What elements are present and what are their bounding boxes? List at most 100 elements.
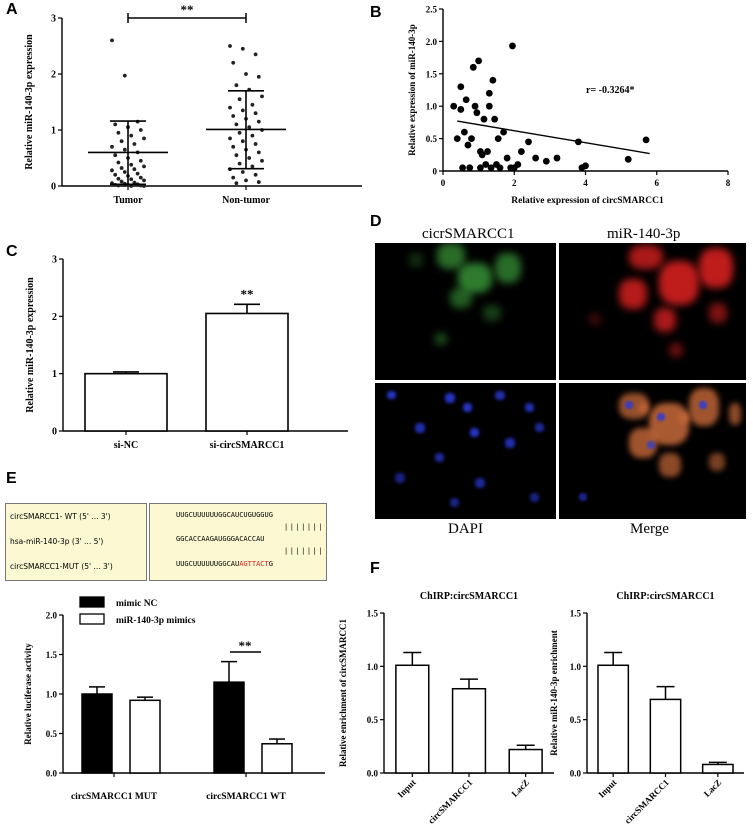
micro-label-circsmarcc1: cicrSMARCC1: [422, 226, 515, 242]
data-point: [119, 179, 124, 184]
data-point: [119, 139, 124, 144]
fluorescent-cell: [415, 423, 425, 433]
data-point: [122, 170, 127, 174]
data-point: [532, 154, 540, 162]
panel-label-c: C: [6, 243, 18, 260]
x-tick-label: 2: [512, 178, 517, 188]
data-point: [237, 130, 242, 135]
data-point: [240, 46, 245, 51]
data-point: [457, 106, 465, 113]
bar: [649, 698, 682, 774]
data-point: [240, 108, 245, 113]
data-point: [113, 122, 118, 127]
y-tick-label: 0.0: [46, 769, 58, 779]
data-point: [116, 176, 121, 181]
y-tick-label: 0.5: [426, 134, 438, 144]
y-tick-label: 2: [51, 70, 56, 81]
data-point: [228, 105, 232, 110]
fluorescent-cell: [475, 478, 485, 488]
y-axis-label: Relative miR-140-3p expression: [24, 34, 35, 170]
seq-mut-suffix: G: [268, 560, 273, 568]
data-point: [624, 155, 632, 163]
data-point: [256, 180, 261, 184]
data-point: [473, 109, 481, 117]
data-point: [244, 72, 248, 76]
data-point: [460, 128, 468, 136]
fluorescent-cell: [709, 303, 727, 323]
fluorescent-cell: [525, 403, 534, 412]
data-point: [234, 122, 239, 127]
fluorescent-cell: [387, 391, 396, 399]
data-point: [503, 154, 511, 162]
data-point: [122, 73, 127, 78]
regression-line: [457, 120, 650, 155]
data-point: [231, 175, 236, 180]
legend-swatch: [79, 596, 105, 608]
correlation-annotation: r= -0.3264*: [586, 85, 634, 96]
y-tick-label: 3: [51, 14, 56, 25]
x-tick-label: 8: [726, 178, 731, 188]
x-tick-label: circSMARCC1: [623, 777, 672, 826]
data-point: [110, 144, 114, 149]
data-point: [138, 158, 143, 163]
data-point: [478, 151, 486, 159]
panel-label-f: F: [370, 560, 380, 577]
data-point: [253, 142, 258, 146]
legend-swatch: [79, 613, 105, 625]
data-point: [453, 135, 461, 143]
y-tick-label: 0.5: [46, 729, 58, 739]
data-point: [491, 115, 499, 123]
fluorescent-cell: [437, 243, 465, 269]
bar: [213, 681, 245, 774]
y-axis-label: Relative luciferase activity: [23, 643, 33, 745]
data-point: [234, 181, 239, 186]
data-point: [142, 164, 146, 169]
y-tick-label: 1.0: [426, 102, 438, 112]
seq-wt: UUGCUUUUUUGGCAUCUGUGGUG: [176, 511, 273, 519]
data-point: [542, 157, 550, 165]
data-point: [464, 141, 472, 149]
x-tick-label: circSMARCC1 MUT: [71, 792, 158, 802]
fluorescent-cell: [435, 333, 447, 345]
data-point: [142, 178, 146, 183]
data-point: [459, 164, 466, 172]
fluorescent-cell: [657, 413, 665, 421]
legend-label: mimic NC: [116, 599, 158, 609]
seq-mut-highlight: AGTTACT: [239, 560, 269, 568]
micro-image-dapi: [375, 383, 556, 519]
y-tick-label: 2.0: [46, 611, 58, 621]
fluorescent-cell: [579, 493, 587, 501]
y-axis-label: Relative miR-140-3p expression: [25, 277, 36, 413]
fluorescent-cell: [450, 498, 459, 507]
data-point: [496, 164, 504, 172]
x-tick-label: Non-tumor: [222, 195, 270, 206]
y-tick-label: 1.0: [367, 662, 379, 672]
y-axis-label: Relative expression of miR-140-3p: [407, 24, 417, 156]
data-point: [485, 102, 493, 110]
micro-label-merge: Merge: [630, 521, 669, 537]
y-tick-label: 1.5: [426, 69, 438, 79]
micro-image-green: [375, 243, 556, 380]
data-point: [256, 74, 261, 79]
panel-label-e: E: [6, 470, 17, 487]
fluorescent-cell: [699, 248, 733, 288]
y-tick-label: 1: [51, 126, 56, 137]
y-tick-label: 0: [52, 427, 57, 438]
fluorescent-cell: [647, 441, 655, 449]
significance-label: **: [239, 638, 252, 653]
fluorescent-cell: [625, 401, 633, 409]
data-point: [234, 153, 239, 158]
fluorescent-cell: [505, 438, 515, 448]
fluorescent-cell: [409, 253, 423, 267]
seq-pairing-1: |||||||: [284, 523, 325, 531]
y-tick-label: 0.0: [367, 769, 379, 779]
data-point: [234, 83, 239, 88]
seq-label-mut: circSMARCC1-MUT (5' ... 3'): [10, 562, 113, 571]
data-point: [480, 115, 488, 123]
data-point: [525, 138, 532, 146]
data-point: [457, 83, 465, 91]
micro-image-merge: [559, 383, 746, 519]
